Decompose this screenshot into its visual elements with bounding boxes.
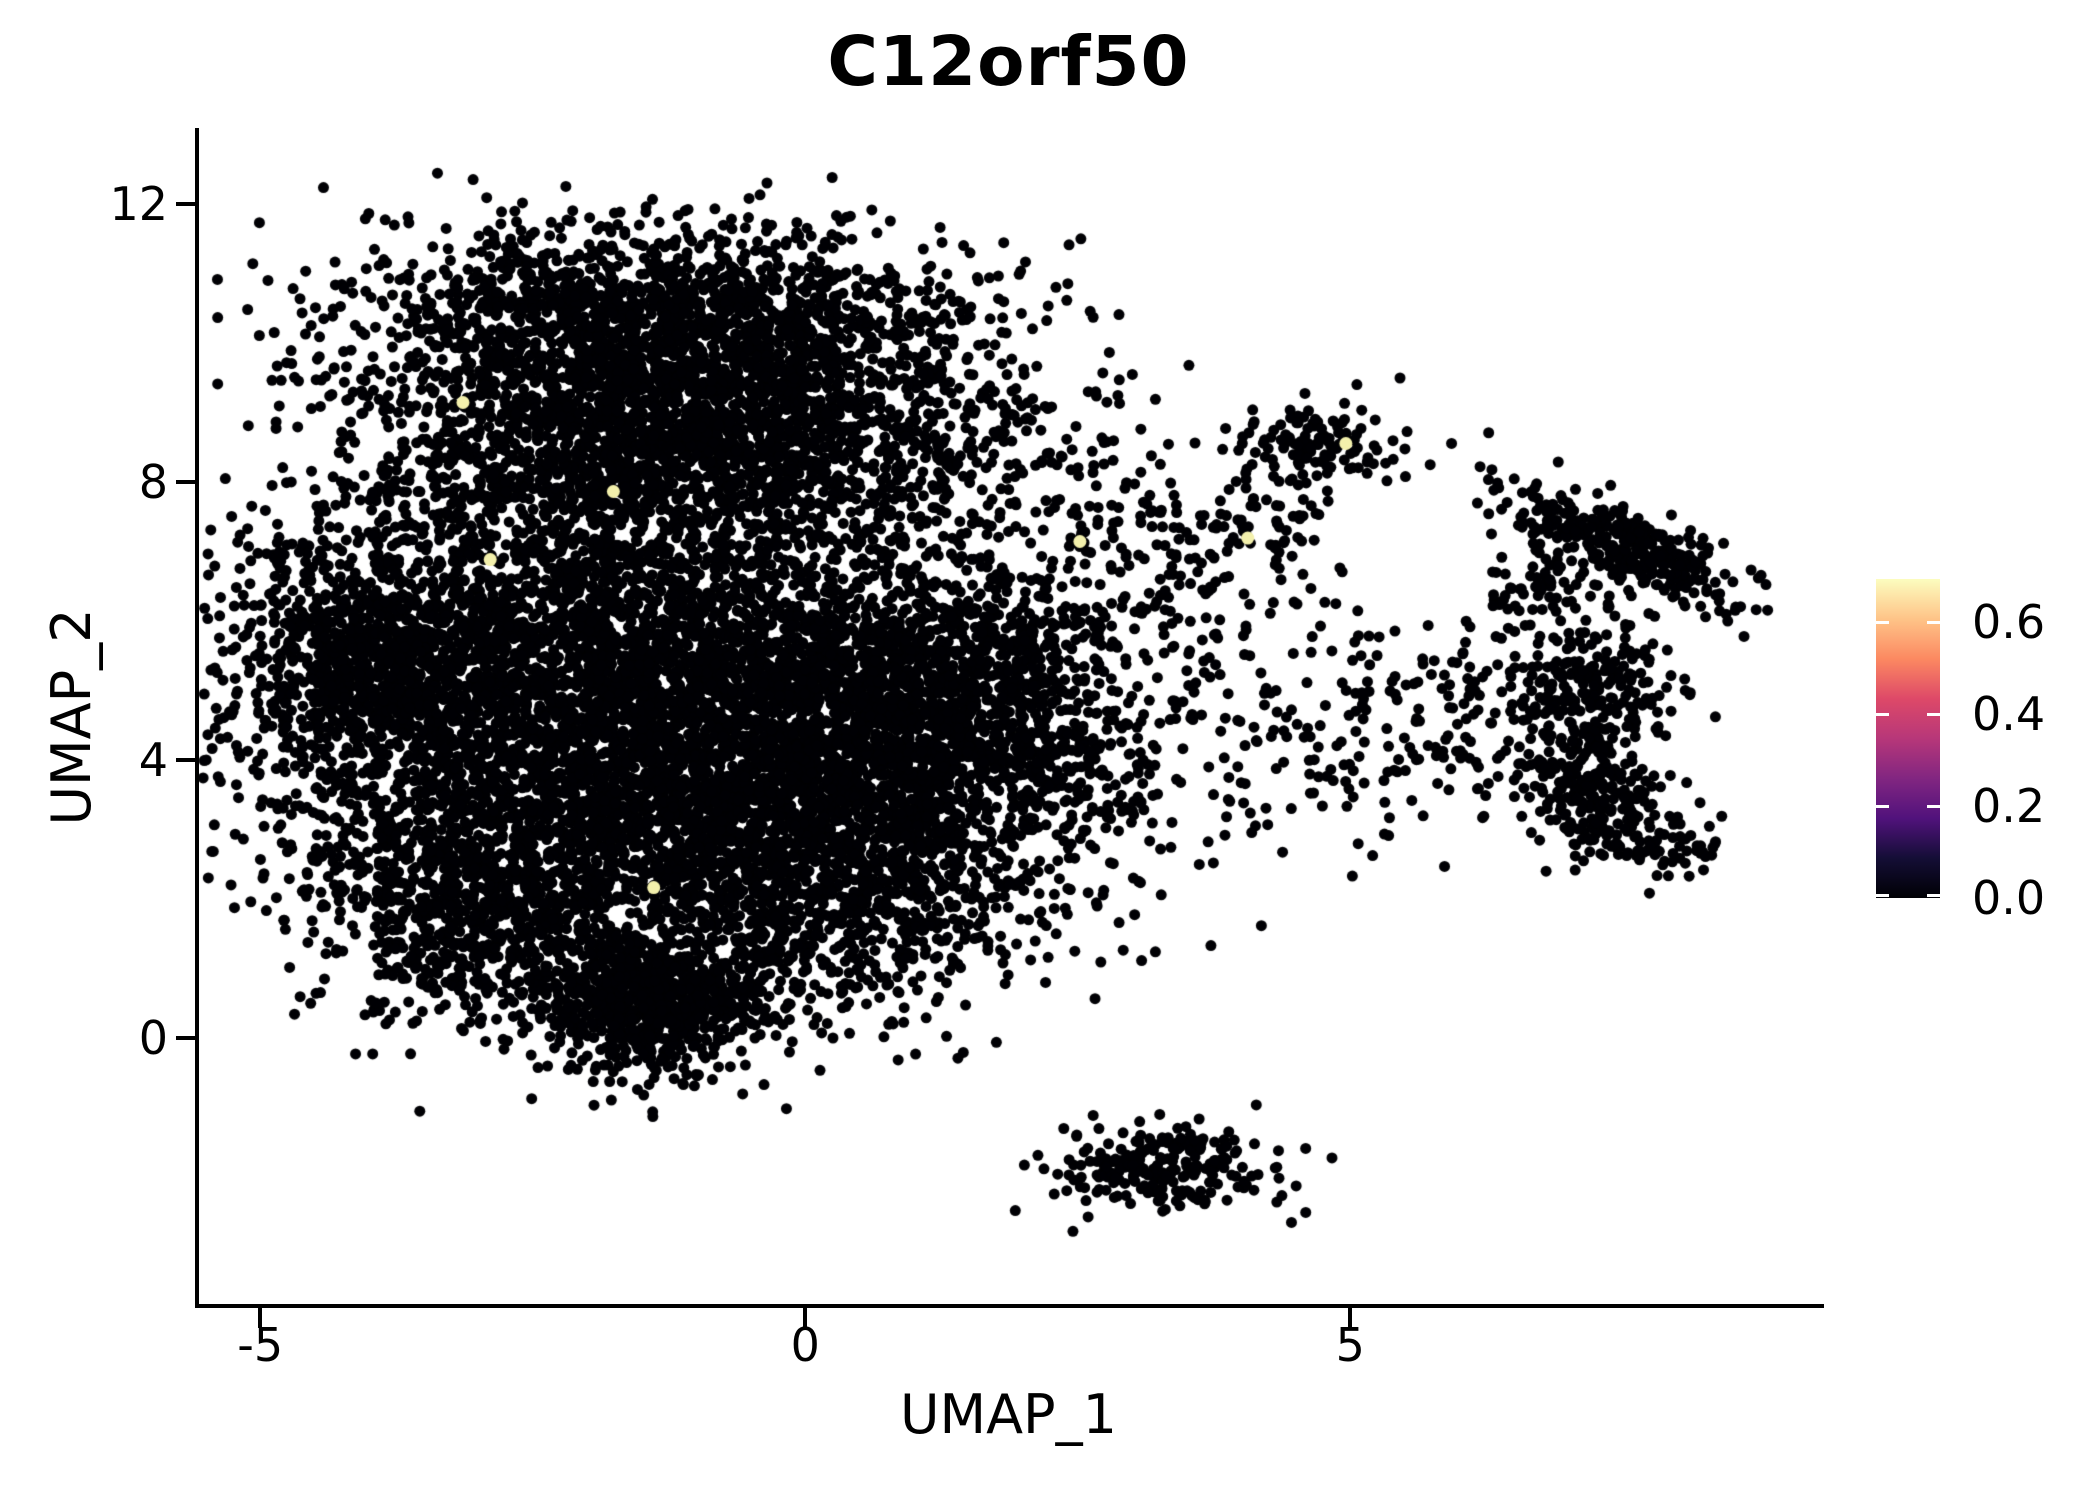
x-tick-mark xyxy=(258,1308,263,1328)
y-axis-line xyxy=(195,128,199,1308)
y-tick-label: 8 xyxy=(138,454,168,509)
colorbar-tick-mark xyxy=(1927,621,1940,625)
colorbar-tick-mark xyxy=(1927,713,1940,717)
colorbar-tick-label: 0.2 xyxy=(1972,779,2046,834)
plot-title: C12orf50 xyxy=(827,22,1190,102)
y-tick-label: 12 xyxy=(109,176,168,231)
x-tick-label: 0 xyxy=(790,1318,820,1372)
y-tick-label: 4 xyxy=(138,732,168,787)
x-tick-label: -5 xyxy=(237,1318,284,1372)
colorbar-tick-mark xyxy=(1876,894,1889,897)
x-tick-label: 5 xyxy=(1335,1318,1365,1372)
colorbar-tick-label: 0.4 xyxy=(1972,687,2046,742)
x-tick-mark xyxy=(803,1308,808,1328)
x-tick-mark xyxy=(1348,1308,1353,1328)
colorbar-tick-mark xyxy=(1876,805,1889,809)
y-tick-mark xyxy=(176,757,196,762)
y-tick-mark xyxy=(176,1035,196,1040)
colorbar-tick-label: 0.0 xyxy=(1972,871,2046,925)
colorbar-tick-mark xyxy=(1876,621,1889,625)
y-axis-title: UMAP_2 xyxy=(40,608,103,826)
x-axis-line xyxy=(195,1304,1824,1308)
colorbar-tick-mark xyxy=(1876,713,1889,717)
y-tick-mark xyxy=(176,479,196,484)
colorbar-gradient xyxy=(1876,579,1940,898)
colorbar-tick-mark xyxy=(1927,805,1940,809)
y-tick-label: 0 xyxy=(138,1010,168,1065)
y-tick-mark xyxy=(176,201,196,206)
colorbar-tick-label: 0.6 xyxy=(1972,595,2046,650)
x-axis-title: UMAP_1 xyxy=(900,1383,1117,1446)
colorbar-tick-mark xyxy=(1927,894,1940,897)
